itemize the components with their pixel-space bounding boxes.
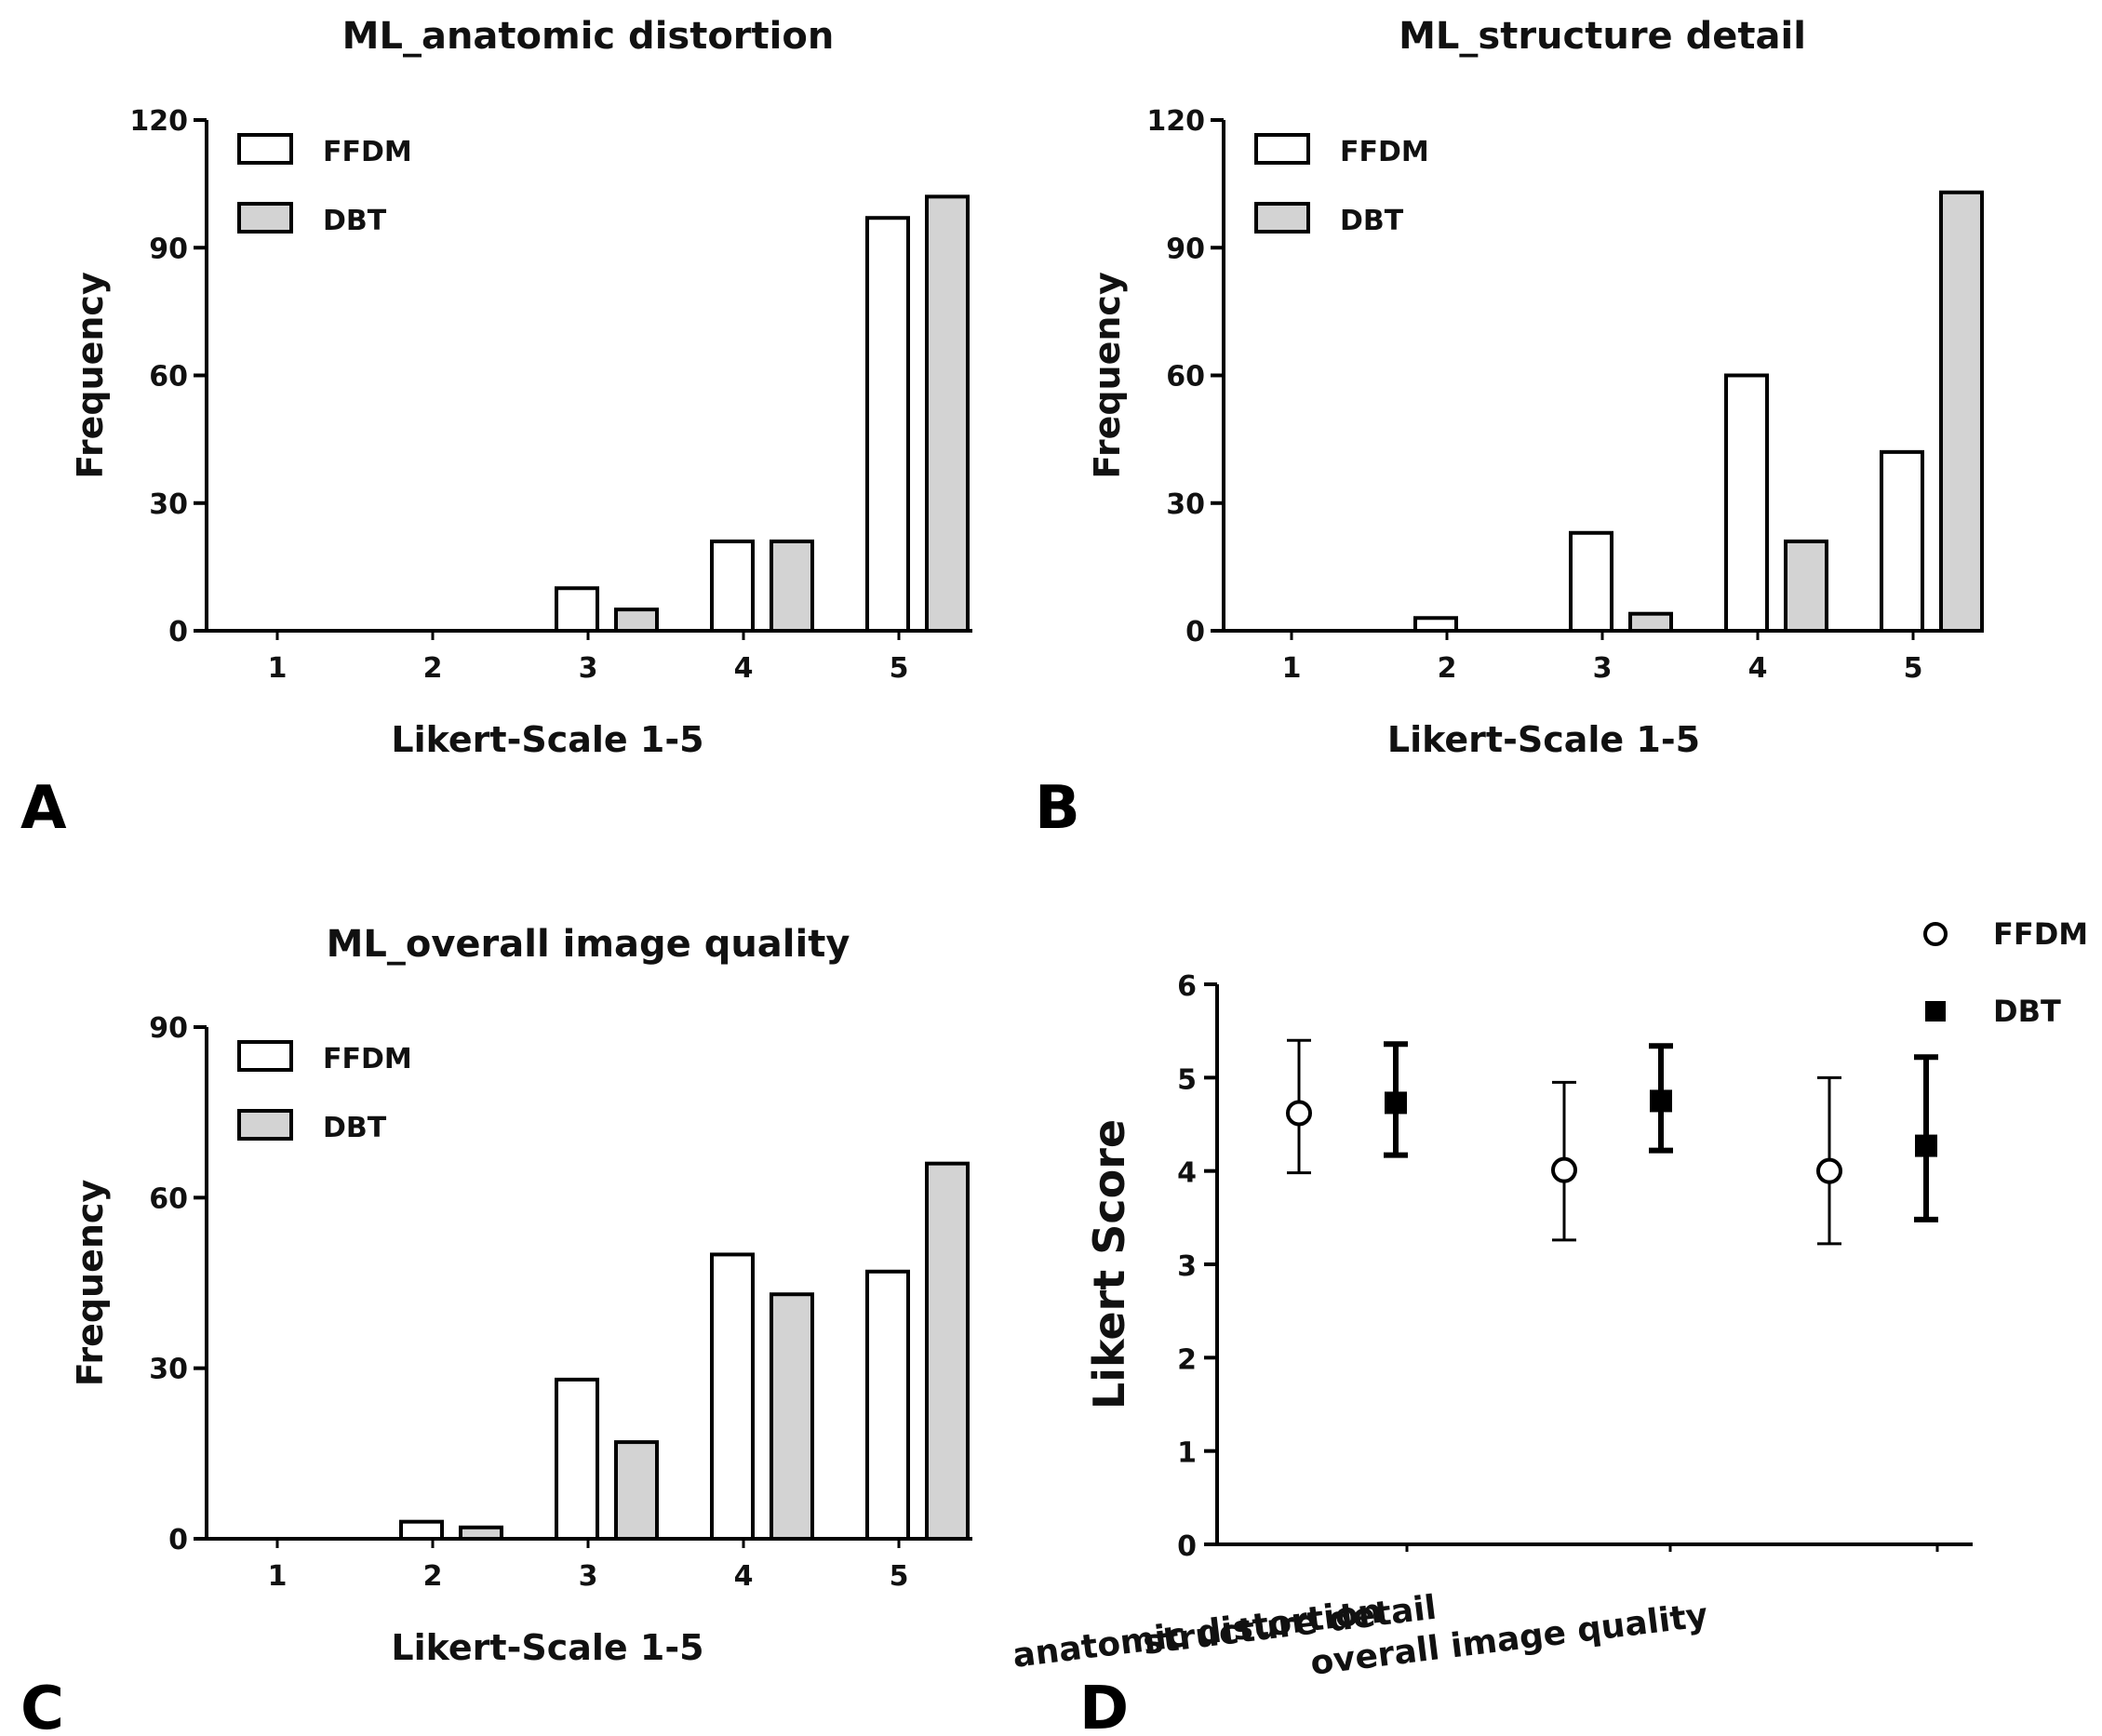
bar-dbt-3 [614,1440,659,1541]
y-tick-label: 30 [1166,488,1205,521]
bar-ffdm-4 [710,1252,755,1541]
x-tick-label: 1 [268,1560,288,1593]
legend-label-ffdm: FFDM [1340,136,1429,168]
bar-dbt-2 [459,1525,503,1542]
bar-chart-B: ML_structure detail 0 30 60 90 120 Frequency Li… [1035,15,1984,843]
bar-dbt-4 [770,539,814,633]
bar-ffdm-3 [555,586,599,633]
panel-letter: B [1035,774,1080,843]
y-tick-label: 6 [1177,970,1197,1003]
legend-swatch-ffdm [1254,133,1310,165]
legend-swatch-dbt [237,1109,293,1141]
y-tick-label: 120 [1146,105,1205,138]
x-tick-label: 3 [579,652,598,685]
x-tick-label: 2 [423,652,443,685]
bar-dbt-5 [925,194,970,633]
y-tick-label: 90 [149,233,188,265]
point-dbt [1915,1134,1937,1157]
legend-swatch-ffdm [237,1040,293,1072]
bar-ffdm-4 [1724,373,1769,633]
legend-marker-dbt [1925,1001,1946,1022]
bar-ffdm-5 [865,1269,910,1542]
point-ffdm [1816,1157,1842,1184]
x-tick-label: 5 [890,652,909,685]
bar-dbt-3 [614,608,659,633]
y-tick-label: 30 [149,1354,188,1386]
legend-swatch-dbt [1254,202,1310,234]
legend-swatch-ffdm [237,133,293,165]
x-tick-label: 4 [734,652,754,685]
bar-ffdm-4 [710,539,755,633]
legend-label-dbt: DBT [1340,205,1404,237]
x-tick-label: 4 [734,1560,754,1593]
y-tick-label: 0 [168,616,188,648]
legend-label-ffdm: FFDM [1993,916,2088,952]
legend-label-ffdm: FFDM [323,1043,412,1075]
x-axis-label: Likert-Scale 1-5 [391,1627,703,1668]
bar-ffdm-3 [555,1377,599,1542]
point-ffdm [1551,1156,1577,1183]
y-axis-label: Likert Score [1084,1119,1134,1409]
y-tick-label: 90 [1166,233,1205,265]
point-dbt [1385,1091,1407,1115]
bar-dbt-5 [1939,190,1984,633]
y-axis-label: Frequency [1087,272,1128,479]
bar-chart-A: ML_anatomic distortion 0 30 60 90 120 Frequenc… [20,15,972,843]
x-tick-label: 3 [579,1560,598,1593]
legend-label-dbt: DBT [323,1112,387,1144]
bar-ffdm-2 [1413,616,1458,634]
bar-dbt-4 [1784,539,1828,633]
x-axis-label: Likert-Scale 1-5 [391,719,703,760]
point-ffdm [1286,1100,1312,1127]
bar-ffdm-3 [1569,530,1613,634]
point-dbt [1650,1089,1672,1113]
panel-letter: D [1079,1675,1129,1736]
y-tick-label: 30 [149,488,188,521]
y-tick-label: 60 [149,361,188,394]
panel-letter: C [20,1675,64,1736]
legend-label-dbt: DBT [1993,994,2061,1029]
legend-label-ffdm: FFDM [323,136,412,168]
panel-letter: A [20,774,67,843]
bar-ffdm-5 [1880,449,1924,633]
x-tick-label: 2 [1438,652,1457,685]
x-tick-label: 1 [268,652,288,685]
bar-dbt-5 [925,1161,970,1541]
x-tick-label: 5 [1904,652,1923,685]
legend-label-dbt: DBT [323,205,387,237]
x-tick-label: 5 [890,1560,909,1593]
bar-dbt-4 [770,1292,814,1541]
y-tick-label: 5 [1177,1063,1197,1096]
y-axis-label: Frequency [70,272,111,479]
y-tick-label: 3 [1177,1250,1197,1283]
chart-title: ML_structure detail [1399,15,1806,58]
bar-chart-C: ML_overall image quality 0 30 60 90 Frequency… [20,923,972,1736]
x-tick-label: 4 [1748,652,1768,685]
legend-swatch-dbt [237,202,293,234]
y-tick-label: 0 [168,1524,188,1556]
x-tick-label: 3 [1593,652,1613,685]
x-tick-label: 1 [1282,652,1302,685]
y-tick-label: 4 [1177,1157,1197,1190]
y-tick-label: 1 [1177,1437,1197,1470]
y-axis-label: Frequency [70,1180,111,1387]
y-tick-label: 60 [149,1182,188,1215]
bar-ffdm-2 [399,1519,444,1541]
legend-marker-ffdm [1923,922,1948,946]
y-tick-label: 2 [1177,1343,1197,1376]
y-tick-label: 0 [1177,1530,1197,1563]
y-tick-label: 0 [1185,616,1205,648]
bar-ffdm-5 [865,216,910,633]
x-tick-label: 2 [423,1560,443,1593]
bar-dbt-3 [1628,611,1673,634]
y-tick-label: 90 [149,1012,188,1045]
y-tick-label: 60 [1166,361,1205,394]
x-axis-label: Likert-Scale 1-5 [1387,719,1700,760]
chart-title: ML_overall image quality [327,923,850,966]
chart-title: ML_anatomic distortion [342,15,835,58]
y-tick-label: 120 [129,105,188,138]
